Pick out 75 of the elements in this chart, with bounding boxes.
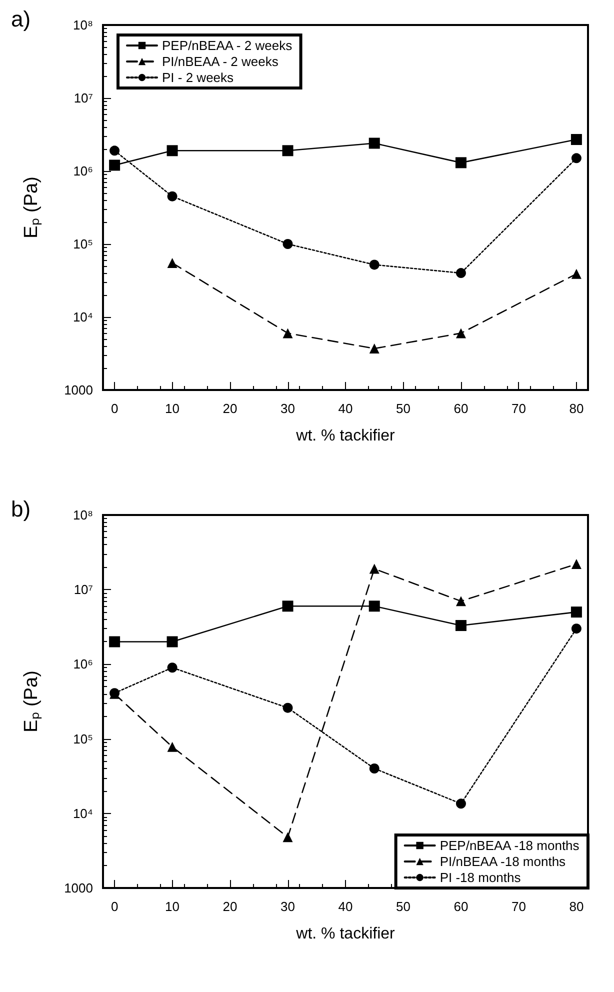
point [109,636,120,648]
y-tick-label: 10⁴ [72,310,93,324]
y-tick-label: 10⁴ [72,806,93,821]
x-tick-label: 10 [165,401,180,416]
x-tick-label: 0 [110,899,118,914]
point [167,258,178,268]
y-tick-label: 10⁶ [73,656,93,672]
legend-label: PEP/nBEAA -18 months [440,838,580,853]
x-axis-title: wt. % tackifier [295,428,396,444]
point [369,763,380,774]
x-axis-title: wt. % tackifier [295,926,396,942]
chart-title: a) [11,6,31,32]
point [369,564,380,574]
x-tick-label: 50 [396,401,410,416]
y-tick-label: 10⁷ [74,582,94,598]
legend-label: PI/nBEAA - 2 weeks [162,54,279,69]
point [456,268,466,278]
point [456,798,466,809]
point [570,134,582,146]
point [571,268,582,279]
x-tick-label: 80 [569,401,584,416]
point [571,624,582,634]
x-tick-label: 10 [165,899,180,914]
point [369,344,380,354]
y-tick-label: 10⁵ [73,236,93,252]
point [109,160,120,171]
point [571,559,582,570]
point [368,138,380,149]
point [167,662,178,673]
point [282,600,294,612]
y-axis-title: Eₚ (Pa) [21,176,42,238]
point [455,157,466,168]
x-tick-label: 60 [454,899,468,914]
point [455,620,466,632]
point [368,600,380,612]
point [282,702,293,713]
x-tick-label: 40 [338,401,353,416]
x-tick-label: 30 [280,401,295,416]
point [282,328,293,338]
point [110,146,120,156]
point [282,239,293,249]
y-tick-label: 1000 [64,382,93,398]
chart-title: b) [11,496,31,522]
legend-label: PEP/nBEAA - 2 weeks [162,38,293,53]
x-tick-label: 50 [396,899,410,914]
point [456,596,466,606]
point [282,145,294,156]
y-tick-label: 10⁶ [73,164,93,178]
point [570,606,582,618]
y-tick-label: 10⁷ [74,90,94,106]
point [282,832,293,842]
y-axis-title: Eₚ (Pa) [21,670,42,732]
y-tick-label: 10⁸ [73,18,93,32]
point [167,742,178,752]
point [369,260,380,270]
y-tick-label: 1000 [64,880,93,896]
point [456,328,466,338]
x-tick-label: 20 [222,899,238,914]
x-tick-label: 70 [511,899,526,914]
point [167,191,178,202]
point [166,145,178,156]
legend-label: PI -18 months [440,870,522,885]
point [166,636,178,648]
x-tick-label: 80 [569,899,584,914]
x-tick-label: 60 [454,401,468,416]
legend-label: PI - 2 weeks [162,70,234,85]
x-tick-label: 20 [222,401,238,416]
x-tick-label: 30 [280,899,295,914]
y-tick-label: 10⁵ [73,731,93,746]
x-tick-label: 40 [338,899,353,914]
legend-label: PI/nBEAA -18 months [440,854,566,869]
y-tick-label: 10⁸ [73,508,93,522]
point [571,153,582,164]
x-tick-label: 0 [110,401,118,416]
x-tick-label: 70 [511,401,526,416]
